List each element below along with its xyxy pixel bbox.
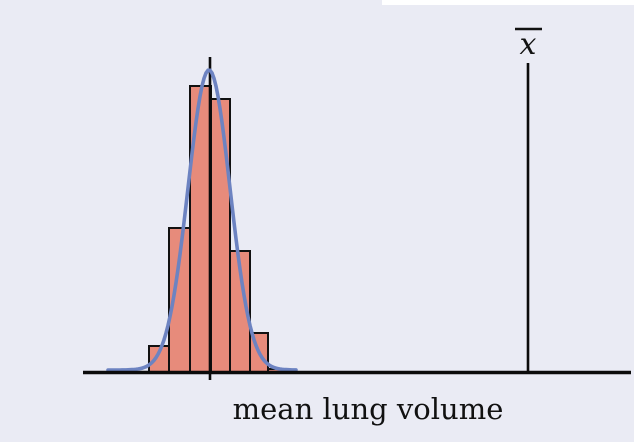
xbar-label: x — [520, 27, 537, 62]
top-white-strip — [382, 0, 634, 5]
x-axis-label: mean lung volume — [233, 392, 504, 426]
histogram-bar — [189, 85, 212, 374]
histogram-bar — [210, 98, 231, 374]
histogram-bars — [148, 85, 286, 374]
normal-curve — [106, 68, 298, 372]
